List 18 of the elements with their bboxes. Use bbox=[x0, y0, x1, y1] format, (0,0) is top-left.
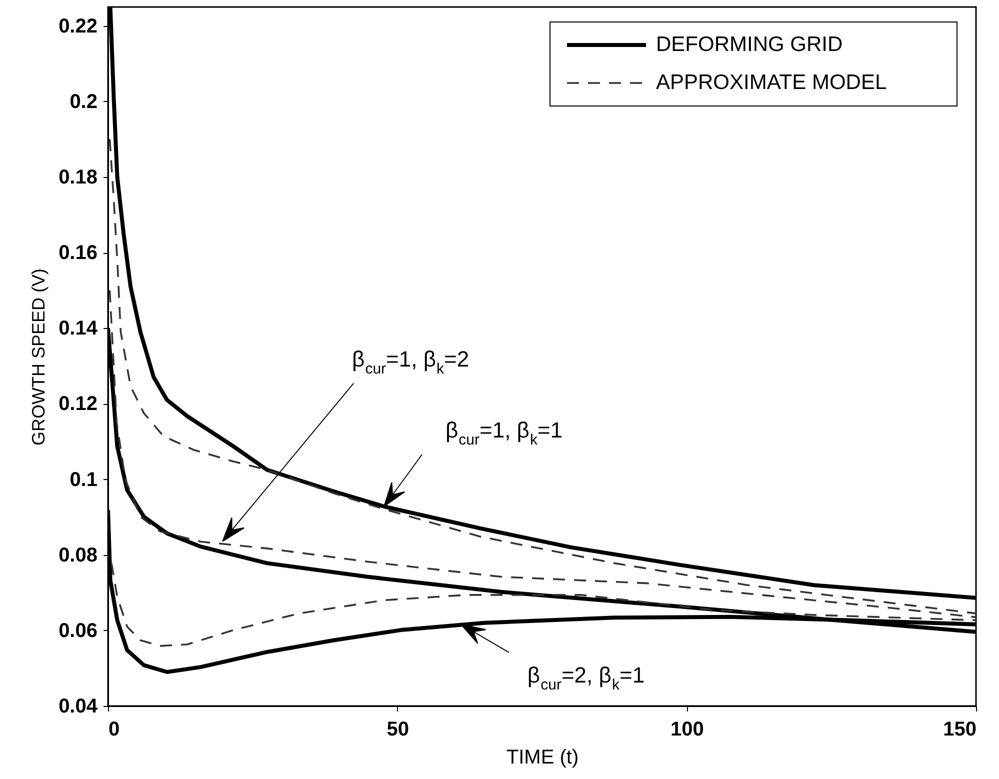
x-tick-label: 150 bbox=[943, 718, 976, 740]
legend-label: DEFORMING GRID bbox=[656, 33, 843, 56]
y-tick-label: 0.22 bbox=[58, 15, 98, 38]
y-tick-label: 0.14 bbox=[58, 318, 98, 340]
y-axis-title: GROWTH SPEED (V) bbox=[28, 268, 49, 446]
y-tick-label: 0.06 bbox=[58, 620, 98, 642]
x-axis-title: TIME (t) bbox=[506, 746, 579, 768]
y-tick-label: 0.18 bbox=[58, 166, 98, 189]
x-tick-label: 50 bbox=[386, 718, 409, 740]
legend-label: APPROXIMATE MODEL bbox=[656, 71, 887, 94]
y-tick-label: 0.12 bbox=[58, 393, 98, 416]
x-tick-label: 100 bbox=[670, 718, 704, 740]
y-tick-label: 0.08 bbox=[58, 544, 98, 566]
x-tick-label: 0 bbox=[108, 718, 120, 740]
y-tick-label: 0.16 bbox=[58, 242, 98, 264]
y-tick-label: 0.04 bbox=[58, 696, 98, 718]
y-tick-label: 0.1 bbox=[70, 468, 98, 491]
y-tick-label: 0.2 bbox=[70, 90, 98, 113]
